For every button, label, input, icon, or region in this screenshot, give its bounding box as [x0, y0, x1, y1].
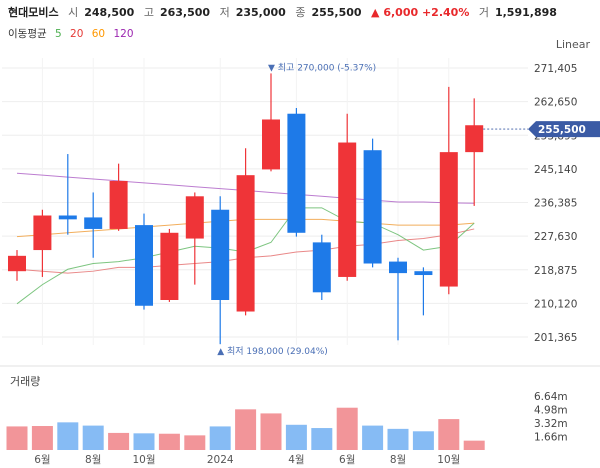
volume-bar: [260, 413, 282, 450]
open-value: 248,500: [84, 6, 135, 19]
candle-body: [338, 142, 357, 277]
price-tick-label: 227,630: [534, 231, 577, 243]
time-tick-label: 6월: [34, 454, 50, 466]
candle-body: [236, 175, 255, 312]
time-tick-label: 10월: [132, 454, 155, 466]
candle-body: [8, 255, 26, 272]
price-tick-label: 245,140: [534, 164, 577, 176]
open-label: 시: [68, 6, 79, 19]
close-label: 종: [295, 6, 306, 19]
price-tick-label: 236,385: [534, 198, 577, 210]
volume-bar: [235, 409, 257, 450]
volume-bar: [184, 435, 206, 450]
candle-body: [414, 271, 433, 276]
volume-bar: [82, 425, 104, 450]
time-tick-label: 6월: [339, 454, 355, 466]
volume-bar: [6, 426, 28, 450]
volume-bar: [57, 422, 79, 450]
volume-tick-label: 6.64m: [534, 391, 568, 403]
candle-body: [211, 209, 230, 300]
high-value: 263,500: [159, 6, 211, 19]
volume-tick-label: 1.66m: [534, 432, 568, 444]
volume-bar: [158, 433, 180, 450]
volume-bar: [362, 425, 384, 450]
candle-body: [312, 242, 331, 293]
low-label: 저: [219, 6, 230, 19]
volume-bar: [31, 426, 53, 450]
candle-body: [262, 119, 280, 170]
high-label: 고: [143, 6, 154, 19]
candle-body: [109, 180, 128, 229]
stock-name: 현대모비스: [8, 6, 59, 19]
candle-body: [160, 232, 179, 300]
candle-body: [363, 150, 382, 264]
volume-label: 거: [478, 6, 489, 19]
low-value: 235,000: [235, 6, 286, 19]
change-value: ▲ 6,000 +2.40%: [371, 6, 470, 19]
ma-legend-label: 이동평균: [8, 28, 47, 40]
min-price-annotation: ▲ 최저 198,000 (29.04%): [217, 346, 328, 357]
price-tick-label: 201,365: [534, 332, 577, 344]
volume-value: 1,591,898: [494, 6, 557, 19]
volume-bar: [336, 407, 358, 450]
ma60-legend[interactable]: 60: [91, 28, 106, 40]
price-tick-label: 218,875: [534, 265, 577, 277]
candle-body: [185, 196, 204, 239]
stock-header: 현대모비스 시 248,500 고 263,500 저 235,000 종 255,50…: [8, 4, 563, 20]
scale-toggle-button[interactable]: Linear: [555, 38, 590, 51]
volume-tick-label: 4.98m: [534, 405, 568, 417]
ma20-legend[interactable]: 20: [70, 28, 84, 40]
time-tick-label: 10월: [437, 454, 460, 466]
ma120-legend[interactable]: 120: [113, 28, 134, 40]
candle-body: [84, 217, 103, 229]
volume-bar: [209, 426, 231, 450]
price-tick-label: 210,120: [534, 298, 577, 310]
candle-body: [465, 125, 484, 153]
candle-body: [33, 215, 52, 251]
volume-panel-label: 거래량: [10, 375, 40, 388]
volume-bar: [311, 428, 333, 450]
time-tick-label: 8월: [390, 454, 406, 466]
candle-body: [135, 225, 153, 306]
volume-tick-label: 3.32m: [534, 418, 568, 430]
volume-bar: [412, 431, 434, 450]
candle-body: [389, 261, 407, 274]
current-price-label: 255,500: [538, 124, 586, 136]
close-value: 255,500: [311, 6, 362, 19]
ma5-legend[interactable]: 5: [54, 28, 62, 40]
volume-bar: [387, 428, 409, 450]
time-tick-label: 4월: [288, 454, 304, 466]
candle-body: [58, 215, 77, 220]
current-price-tag: [528, 121, 600, 138]
volume-bar: [108, 432, 130, 450]
volume-bar: [133, 433, 155, 450]
price-tick-label: 262,650: [534, 97, 577, 109]
max-price-annotation: ▼ 최고 270,000 (-5.37%): [268, 62, 376, 73]
volume-bar: [438, 419, 460, 450]
volume-bar: [285, 424, 307, 450]
price-tick-label: 271,405: [534, 63, 577, 75]
moving-average-legend: 이동평균 5 20 60 120: [8, 26, 139, 41]
time-tick-label: 2024: [207, 454, 234, 466]
time-tick-label: 8월: [85, 454, 101, 466]
candle-body: [439, 152, 458, 287]
volume-bar: [463, 440, 485, 450]
candle-body: [287, 113, 306, 233]
